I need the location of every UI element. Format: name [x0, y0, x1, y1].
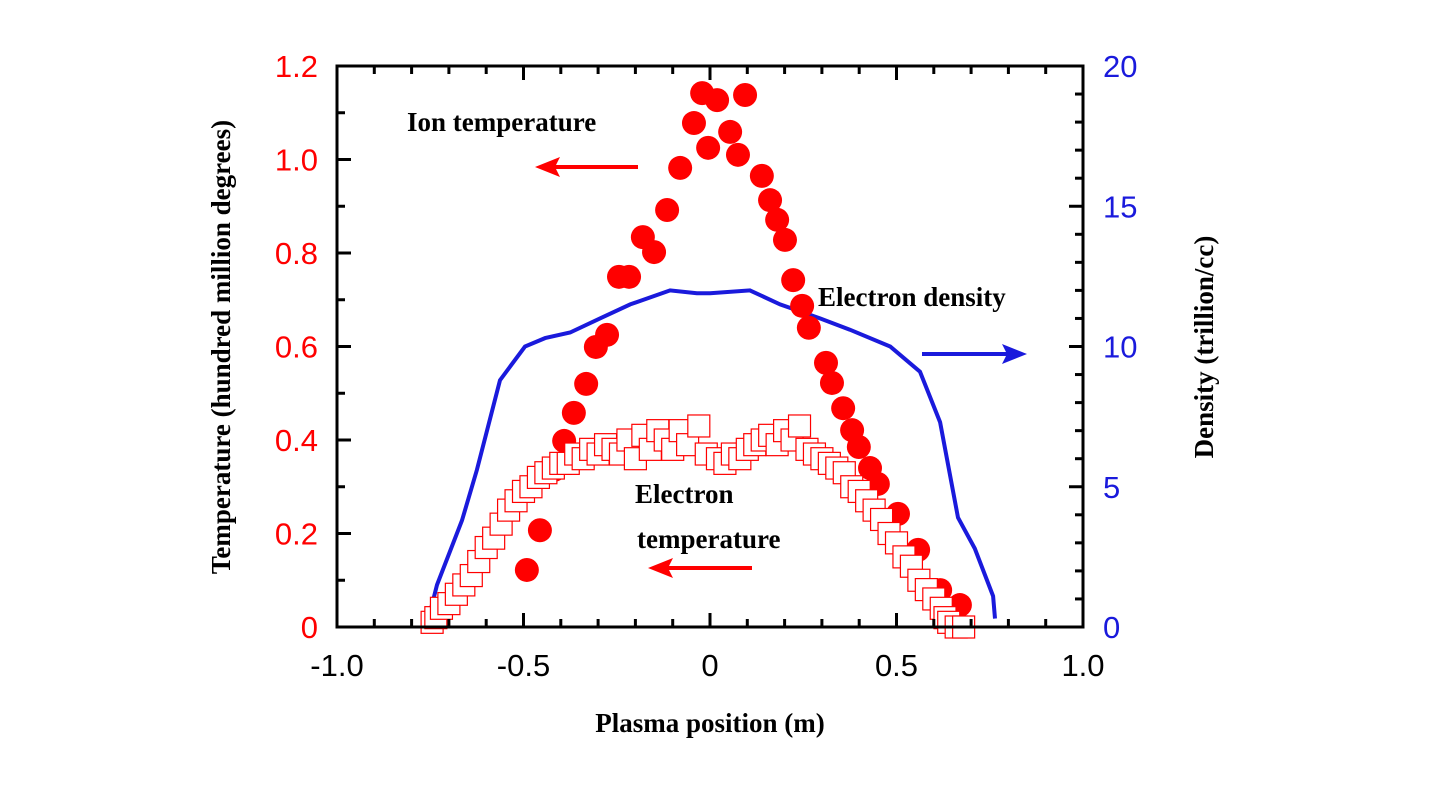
y-tick-label: 0.4 [275, 423, 318, 458]
arrow-left-icon [648, 558, 752, 578]
ion-temperature-point [668, 155, 693, 180]
ion-temperature-point [831, 396, 856, 421]
ion-temperature-point [561, 400, 586, 425]
ion-temperature-point [733, 82, 758, 107]
y-tick-label: 1.2 [275, 49, 318, 84]
ion-temperature-point [655, 197, 680, 222]
y2-tick-label: 0 [1103, 610, 1120, 645]
x-tick-label: 1.0 [1061, 648, 1104, 683]
y-tick-label: 0 [301, 610, 318, 645]
y-tick-label: 0.2 [275, 517, 318, 552]
x-tick-label: -1.0 [310, 648, 363, 683]
y-axis-title: Temperature (hundred million degrees) [206, 120, 236, 574]
ion-temperature-point [725, 142, 750, 167]
ion-temperature-point [705, 88, 730, 113]
ion-temperature-point [583, 334, 608, 359]
ion-temperature-point [681, 111, 706, 136]
ion-temperature-point [758, 188, 783, 213]
ion-temperature-point [718, 119, 743, 144]
arrow-right-icon [922, 344, 1027, 364]
arrow-left-icon [535, 157, 638, 177]
ion-temperature-point [749, 163, 774, 188]
electron-temperature-point [787, 414, 812, 438]
y-tick-label: 0.6 [275, 330, 318, 365]
ion-temperature-point [527, 518, 552, 543]
ion-temperature-point [796, 315, 821, 340]
ion-temperature-point [772, 227, 797, 252]
y2-tick-label: 5 [1103, 470, 1120, 505]
x-tick-label: -0.5 [497, 648, 550, 683]
ion-temperature-point [696, 135, 721, 160]
y-tick-label: 1.0 [275, 143, 318, 178]
ion-temperature-point [846, 435, 871, 460]
annotation-ion-temperature: Ion temperature [407, 107, 596, 137]
ion-temperature-point [617, 264, 642, 289]
annotation-electron-density: Electron density [818, 282, 1006, 312]
y2-tick-label: 10 [1103, 330, 1137, 365]
electron-density-line [427, 288, 997, 619]
ion-temperature-point [642, 240, 667, 265]
ion-temperature-point [781, 268, 806, 293]
ion-temperature-point [790, 293, 815, 318]
ion-temperature-point [514, 557, 539, 582]
y2-tick-label: 20 [1103, 49, 1137, 84]
x-axis-title: Plasma position (m) [595, 708, 825, 738]
annotation-electron: Electron [635, 479, 733, 509]
annotation-temperature: temperature [637, 524, 780, 554]
ion-temperature-point [765, 207, 790, 232]
ion-temperature-point [819, 370, 844, 395]
y-tick-label: 0.8 [275, 236, 318, 271]
ion-temperature-point [574, 371, 599, 396]
ion-temperature-point [814, 350, 839, 375]
y2-tick-label: 15 [1103, 189, 1137, 224]
electron-temperature-point [687, 414, 711, 438]
y2-axis-title: Density (trillion/cc) [1189, 236, 1219, 459]
x-tick-label: 0.5 [875, 648, 918, 683]
x-tick-label: 0 [701, 648, 718, 683]
